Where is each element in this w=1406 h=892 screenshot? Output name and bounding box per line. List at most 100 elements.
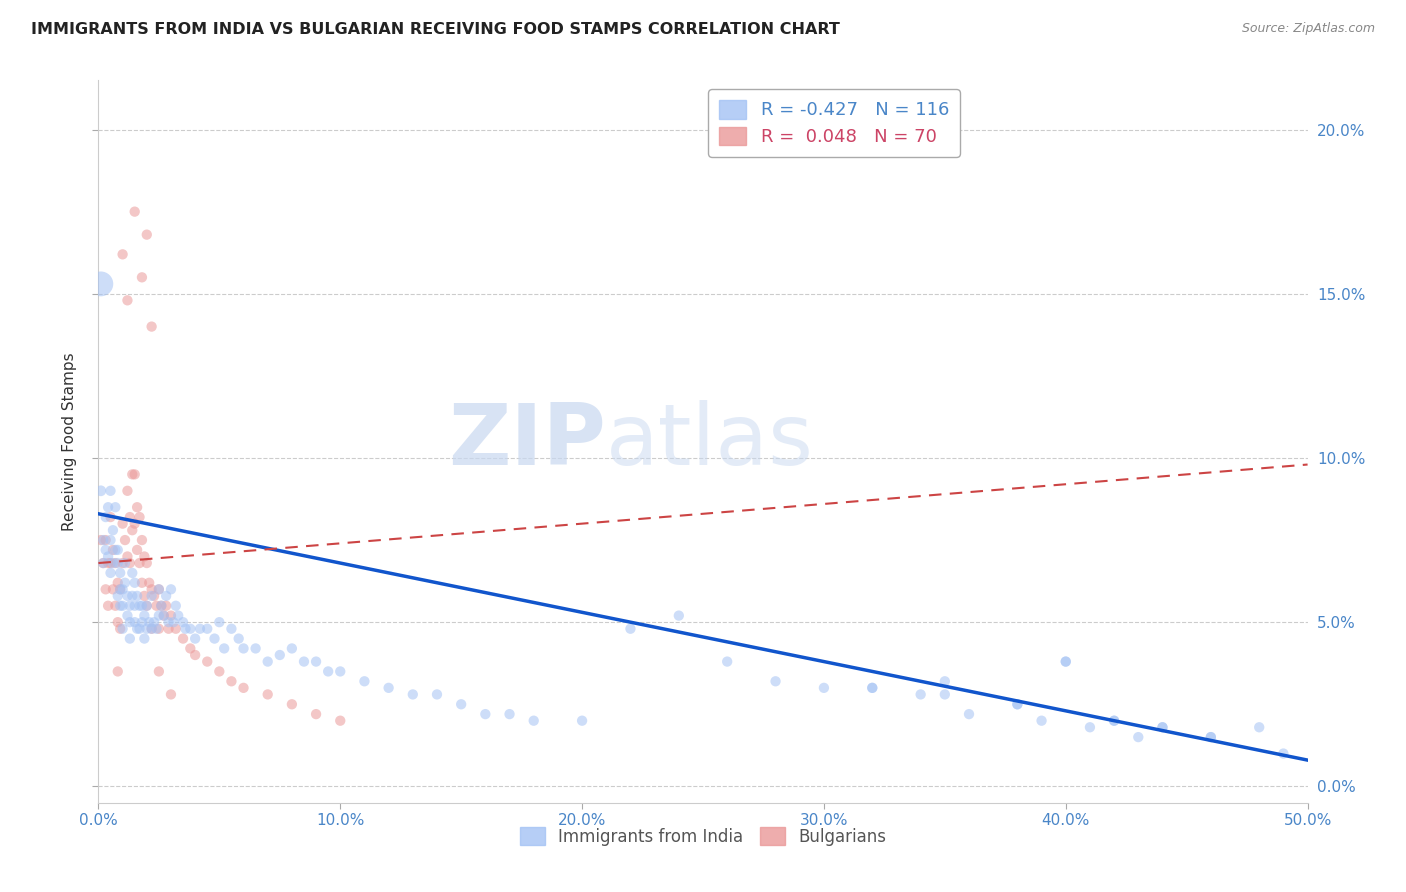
Point — [1199, 730, 1222, 744]
Point — [167, 608, 190, 623]
Point — [111, 247, 134, 261]
Point — [121, 589, 143, 603]
Point — [131, 575, 153, 590]
Point — [160, 582, 183, 597]
Point — [94, 582, 117, 597]
Point — [91, 533, 114, 547]
Point — [124, 467, 146, 482]
Point — [765, 674, 787, 689]
Point — [179, 641, 201, 656]
Point — [813, 681, 835, 695]
Point — [148, 608, 170, 623]
Point — [107, 665, 129, 679]
Point — [128, 622, 150, 636]
Point — [134, 549, 156, 564]
Point — [141, 319, 163, 334]
Point — [716, 655, 738, 669]
Point — [94, 533, 117, 547]
Point — [108, 582, 131, 597]
Point — [101, 523, 124, 537]
Point — [108, 566, 131, 580]
Point — [450, 698, 472, 712]
Point — [188, 622, 211, 636]
Point — [426, 687, 449, 701]
Point — [305, 655, 328, 669]
Point — [111, 516, 134, 531]
Text: ZIP: ZIP — [449, 400, 606, 483]
Point — [1102, 714, 1125, 728]
Point — [184, 648, 207, 662]
Point — [232, 681, 254, 695]
Point — [1031, 714, 1053, 728]
Point — [155, 599, 177, 613]
Point — [114, 533, 136, 547]
Point — [135, 599, 157, 613]
Point — [155, 589, 177, 603]
Point — [104, 542, 127, 557]
Point — [245, 641, 267, 656]
Text: Source: ZipAtlas.com: Source: ZipAtlas.com — [1241, 22, 1375, 36]
Point — [111, 582, 134, 597]
Point — [1152, 720, 1174, 734]
Point — [860, 681, 883, 695]
Point — [101, 582, 124, 597]
Point — [152, 608, 174, 623]
Point — [256, 655, 278, 669]
Point — [143, 615, 166, 630]
Point — [114, 556, 136, 570]
Point — [228, 632, 250, 646]
Point — [148, 622, 170, 636]
Point — [107, 615, 129, 630]
Point — [118, 615, 141, 630]
Point — [131, 270, 153, 285]
Point — [118, 510, 141, 524]
Point — [934, 674, 956, 689]
Point — [128, 510, 150, 524]
Point — [141, 582, 163, 597]
Point — [269, 648, 291, 662]
Point — [127, 542, 149, 557]
Point — [148, 582, 170, 597]
Point — [195, 655, 218, 669]
Point — [101, 556, 124, 570]
Y-axis label: Receiving Food Stamps: Receiving Food Stamps — [62, 352, 77, 531]
Point — [934, 687, 956, 701]
Point — [108, 582, 131, 597]
Point — [152, 608, 174, 623]
Point — [100, 483, 122, 498]
Point — [94, 510, 117, 524]
Point — [107, 575, 129, 590]
Point — [195, 622, 218, 636]
Point — [97, 556, 120, 570]
Point — [90, 277, 112, 291]
Point — [148, 582, 170, 597]
Point — [124, 516, 146, 531]
Point — [668, 608, 690, 623]
Point — [101, 542, 124, 557]
Point — [134, 632, 156, 646]
Point — [910, 687, 932, 701]
Point — [127, 500, 149, 515]
Point — [118, 632, 141, 646]
Point — [104, 599, 127, 613]
Point — [107, 589, 129, 603]
Point — [305, 707, 328, 722]
Point — [134, 608, 156, 623]
Point — [121, 523, 143, 537]
Point — [208, 665, 231, 679]
Point — [145, 599, 167, 613]
Point — [111, 556, 134, 570]
Point — [256, 687, 278, 701]
Point — [1007, 698, 1029, 712]
Point — [124, 615, 146, 630]
Text: IMMIGRANTS FROM INDIA VS BULGARIAN RECEIVING FOOD STAMPS CORRELATION CHART: IMMIGRANTS FROM INDIA VS BULGARIAN RECEI… — [31, 22, 839, 37]
Point — [131, 599, 153, 613]
Point — [138, 575, 160, 590]
Point — [160, 608, 183, 623]
Point — [108, 622, 131, 636]
Point — [957, 707, 980, 722]
Point — [131, 533, 153, 547]
Point — [150, 599, 173, 613]
Point — [127, 622, 149, 636]
Point — [117, 608, 139, 623]
